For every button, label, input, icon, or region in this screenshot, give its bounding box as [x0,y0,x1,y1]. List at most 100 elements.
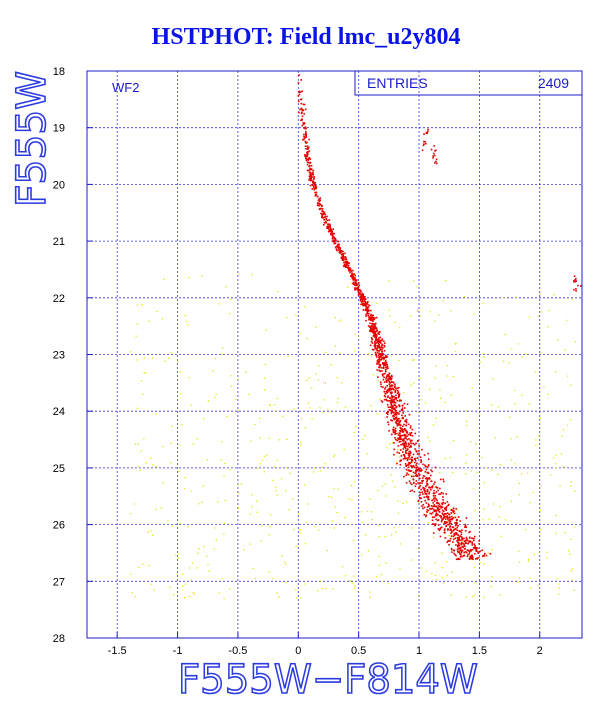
y-tick-label: 20 [53,179,65,191]
data-point-yellow [410,559,413,561]
data-point-yellow [300,418,303,420]
data-point-yellow [479,561,481,564]
data-point-red [339,248,341,251]
data-point-yellow [499,594,501,596]
data-point-red [309,179,312,182]
data-point-yellow [251,505,253,508]
data-point-red [404,457,406,460]
data-point-red [368,304,371,307]
data-point-yellow [137,465,139,467]
data-point-red [358,292,361,295]
data-point-yellow [403,392,405,394]
data-point-red [375,353,377,355]
data-point-red [340,257,343,260]
data-point-red [384,392,387,395]
data-point-yellow [350,484,353,487]
data-point-red [396,424,399,427]
data-point-red [399,424,402,426]
data-point-red [398,400,401,402]
data-point-yellow [261,525,263,527]
data-point-red [437,507,439,509]
data-point-red [369,344,372,347]
data-point-red [422,504,425,506]
data-point-red [390,419,392,421]
data-point-yellow [344,575,347,577]
data-point-yellow [350,282,352,284]
data-point-red [421,448,423,451]
data-point-red [458,552,461,555]
data-point-yellow [140,450,143,452]
data-point-red [382,373,385,375]
data-point-red [395,413,398,416]
data-point-red [372,326,375,328]
data-point-yellow [419,377,421,380]
data-point-red [451,515,453,518]
data-point-red [405,447,407,450]
data-point-red [468,552,471,555]
data-point-red [409,482,412,484]
data-point-red [397,422,399,425]
data-point-yellow [304,426,307,429]
data-point-red [397,434,400,437]
data-point-yellow [562,429,564,431]
data-point-red [398,441,401,443]
data-point-red [402,448,405,450]
data-point-red [352,269,354,272]
data-point-yellow [509,416,511,418]
data-point-red [386,375,388,377]
y-tick-label: 28 [53,633,65,645]
data-point-red [393,401,396,404]
data-point-yellow [235,398,237,401]
data-point-red [463,540,466,542]
data-point-red [305,136,307,139]
data-point-red [398,438,400,441]
data-point-yellow [264,363,267,366]
data-point-red [313,188,316,191]
data-point-red [415,480,418,482]
data-point-yellow [553,294,555,296]
data-point-red [403,423,405,426]
data-point-red [434,524,436,527]
data-point-red [454,537,457,540]
data-point-red [445,521,448,523]
data-point-red [439,505,442,507]
data-point-red [575,277,577,280]
data-point-red [385,399,388,402]
data-point-red [432,495,435,497]
data-point-red [409,490,412,493]
data-point-yellow [230,375,232,377]
data-point-red [384,372,386,375]
data-point-red [382,386,384,389]
data-point-red [394,432,397,435]
data-point-yellow [540,485,542,487]
data-point-yellow [510,438,512,440]
data-point-red [302,122,305,124]
data-point-red [406,403,409,406]
data-point-red [413,481,415,484]
data-point-yellow [135,335,137,337]
data-point-yellow [504,333,506,336]
data-point-yellow [538,551,540,553]
data-point-red [379,342,382,344]
data-point-yellow [380,573,383,576]
data-point-yellow [553,457,555,459]
data-point-red [417,482,419,484]
data-point-yellow [170,442,172,445]
data-point-red [312,173,314,176]
data-point-yellow [170,462,172,464]
data-point-yellow [354,350,356,352]
data-point-yellow [527,558,530,561]
data-point-yellow [473,566,475,569]
data-point-yellow [175,554,177,556]
data-point-red [392,415,395,417]
data-point-yellow [214,527,216,529]
data-point-red [373,344,375,347]
data-point-red [415,475,418,478]
data-point-red [313,184,316,186]
data-point-red [440,506,443,508]
data-point-red [421,482,423,484]
data-point-red [425,514,428,516]
data-point-red [375,322,377,325]
data-point-red [442,517,445,520]
data-point-yellow [399,543,401,545]
